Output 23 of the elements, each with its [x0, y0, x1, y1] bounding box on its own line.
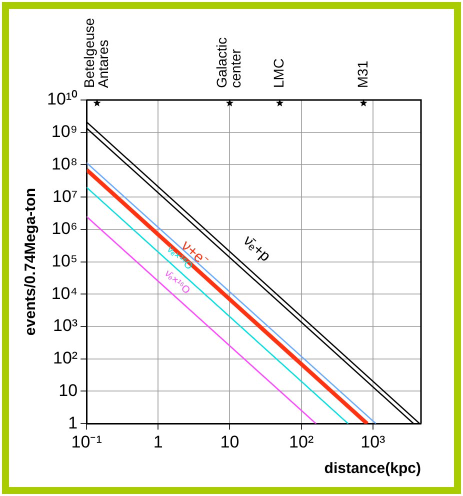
- data-label: LMC: [270, 58, 287, 88]
- data-label: M31: [354, 60, 370, 88]
- y-tick-label: 10⁴: [51, 284, 78, 303]
- data-label: Betelgeuse Antares: [80, 18, 111, 88]
- x-tick-label: 1: [153, 432, 163, 452]
- x-axis-title: distance(kpc): [324, 460, 421, 478]
- y-tick-label: 10⁶: [52, 219, 78, 238]
- y-tick-label: 10¹⁰: [46, 90, 78, 109]
- text: ν̄ₑ+p: [240, 232, 274, 266]
- y-tick-label: 10⁷: [52, 186, 78, 206]
- y-tick-label: 10²: [52, 348, 78, 368]
- x-tick-label: 10⁻¹: [71, 432, 102, 452]
- x-tick-label: 10³: [360, 432, 386, 452]
- y-axis-title: events/0.74Mega-ton: [22, 188, 40, 336]
- y-tick-label: 10⁵: [52, 251, 78, 270]
- x-tick-label: 10²: [289, 432, 314, 452]
- y-tick-label: 10³: [52, 316, 78, 336]
- y-tick-label: 10: [58, 380, 78, 400]
- y-tick-label: 10⁸: [51, 154, 78, 174]
- data-label: Galactic center: [214, 37, 244, 88]
- x-tick-label: 10: [220, 432, 240, 452]
- y-tick-label: 1: [68, 413, 78, 432]
- y-tick-label: 10⁹: [51, 122, 78, 142]
